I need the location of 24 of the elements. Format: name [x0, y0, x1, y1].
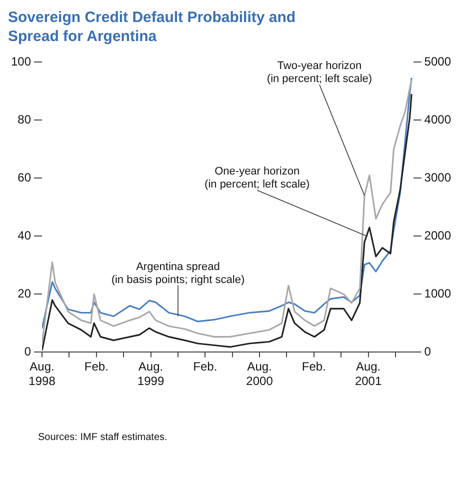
x-tick-label: Aug. 2000: [246, 360, 274, 388]
x-tick-label: Aug. 2001: [354, 360, 382, 388]
y2-tick-label: 4000: [424, 112, 452, 127]
x-tick-label: Feb.: [302, 360, 326, 374]
y-tick-label: 40: [18, 228, 32, 243]
annotation: One-year horizon (in percent; left scale): [204, 166, 310, 191]
y2-tick-label: 2000: [424, 228, 452, 243]
annotation: Argentina spread (in basis points; right scale): [111, 260, 245, 286]
x-tick-label: Feb.: [84, 360, 108, 374]
y2-tick-label: 1000: [424, 286, 452, 301]
y2-tick-label: 3000: [424, 170, 452, 185]
x-tick-label: Aug. 1999: [137, 360, 164, 388]
x-tick-label: Aug. 1998: [28, 360, 56, 388]
y2-tick-label: 5000: [424, 54, 452, 69]
source-note: Sources: IMF staff estimates.: [38, 432, 168, 443]
x-tick-label: Feb.: [193, 360, 218, 374]
y-tick-label: 80: [18, 112, 32, 127]
y-tick-label: 20: [18, 286, 32, 301]
y-tick-label: 60: [18, 170, 32, 185]
chart-title: Sovereign Credit Default Probability and Spread for Argentina: [8, 8, 297, 46]
y-tick-label: 0: [24, 344, 32, 359]
annotation: Two-year horizon (in percent; left scale): [266, 60, 372, 86]
y2-tick-label: 0: [424, 344, 432, 359]
y-tick-label: 100: [10, 54, 32, 69]
